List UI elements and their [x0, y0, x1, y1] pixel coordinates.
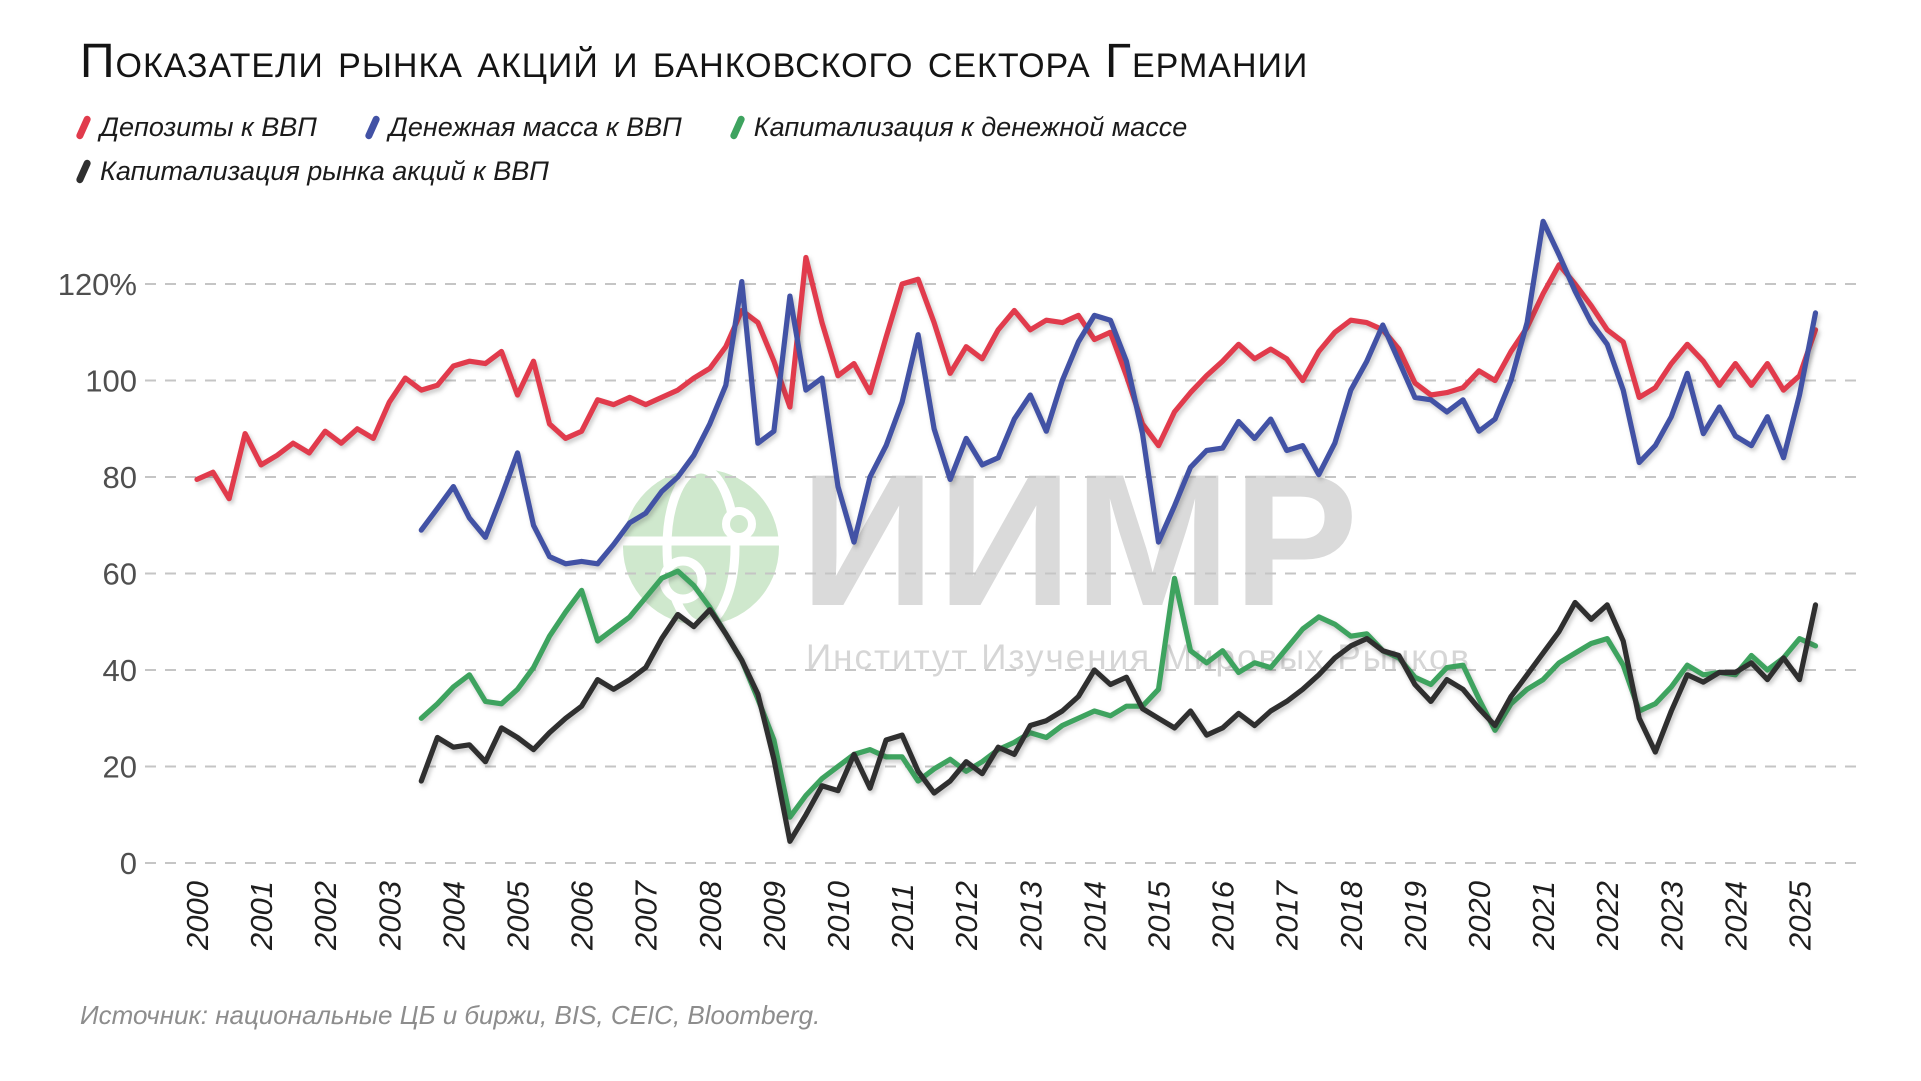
x-axis-label: 2017	[1270, 879, 1305, 951]
legend-label: Капитализация рынка акций к ВВП	[100, 156, 549, 186]
x-axis-label: 2009	[757, 881, 792, 951]
y-axis-label: 80	[103, 460, 137, 495]
x-axis-label: 2024	[1718, 881, 1753, 951]
x-axis-label: 2004	[436, 881, 471, 951]
x-axis-label: 2022	[1590, 881, 1625, 951]
line-market-cap-to-gdp	[418, 599, 1819, 844]
globe-icon	[623, 467, 779, 627]
legend-item-money-supply-to-gdp: Денежная масса к ВВП	[364, 112, 682, 143]
legend-item-deposits-to-gdp: Депозиты к ВВП	[75, 112, 317, 143]
series-layer	[194, 218, 1819, 844]
legend-item-cap-to-money-supply: Капитализация к денежной массе	[728, 112, 1188, 143]
grid-layer	[145, 283, 1856, 864]
y-axis-label: 0	[120, 846, 137, 881]
x-axis-label: 2011	[885, 883, 920, 951]
x-axis-label: 2013	[1013, 881, 1048, 951]
legend-row-2: Капитализация рынка акций к ВВП	[75, 156, 549, 187]
y-axis-label: 60	[103, 557, 137, 592]
x-axis-label: 2003	[372, 881, 407, 951]
x-axis-label: 2014	[1077, 881, 1112, 951]
legend-item-market-cap-to-gdp: Капитализация рынка акций к ВВП	[75, 156, 549, 187]
legend-label: Денежная масса к ВВП	[388, 112, 682, 142]
y-axis-labels: 0 20 40 60 80 100 120%	[58, 267, 137, 881]
x-axis-label: 2000	[180, 881, 215, 951]
page-title: Показатели рынка акций и банковского сек…	[80, 35, 1309, 88]
x-axis-label: 2002	[308, 881, 343, 951]
line-deposits-to-gdp	[194, 254, 1819, 502]
x-axis-label: 2005	[501, 880, 536, 951]
x-axis-label: 2021	[1526, 881, 1561, 951]
x-axis-label: 2016	[1206, 880, 1241, 951]
x-axis-label: 2019	[1398, 881, 1433, 951]
legend-label: Капитализация к денежной массе	[753, 112, 1188, 142]
x-axis-label: 2001	[244, 881, 279, 951]
line-cap-to-money-supply	[418, 568, 1819, 820]
y-axis-label: 120%	[58, 267, 137, 302]
y-axis-label: 20	[103, 750, 137, 785]
legend-label: Депозиты к ВВП	[100, 112, 317, 142]
x-axis-label: 2023	[1654, 881, 1689, 951]
x-axis-label: 2012	[949, 881, 984, 951]
source-note: Источник: национальные ЦБ и биржи, BIS, …	[80, 1000, 821, 1030]
line-money-supply-to-gdp	[418, 218, 1819, 567]
x-axis-label: 2018	[1334, 880, 1369, 951]
x-axis-label: 2006	[565, 880, 600, 951]
y-axis-label: 40	[103, 653, 137, 688]
x-axis-labels: 2000 2001 2002 2003 2004 2005 2006 2007 2008 2009…	[180, 879, 1818, 951]
x-axis-label: 2025	[1783, 880, 1818, 951]
x-axis-label: 2010	[821, 881, 856, 951]
x-axis-label: 2007	[629, 879, 664, 951]
legend-row-1: Депозиты к ВВП Денежная масса к ВВП Капи…	[75, 112, 1188, 143]
x-axis-label: 2020	[1462, 881, 1497, 951]
x-axis-label: 2015	[1142, 880, 1177, 951]
y-axis-label: 100	[85, 364, 137, 399]
x-axis-label: 2008	[693, 880, 728, 951]
